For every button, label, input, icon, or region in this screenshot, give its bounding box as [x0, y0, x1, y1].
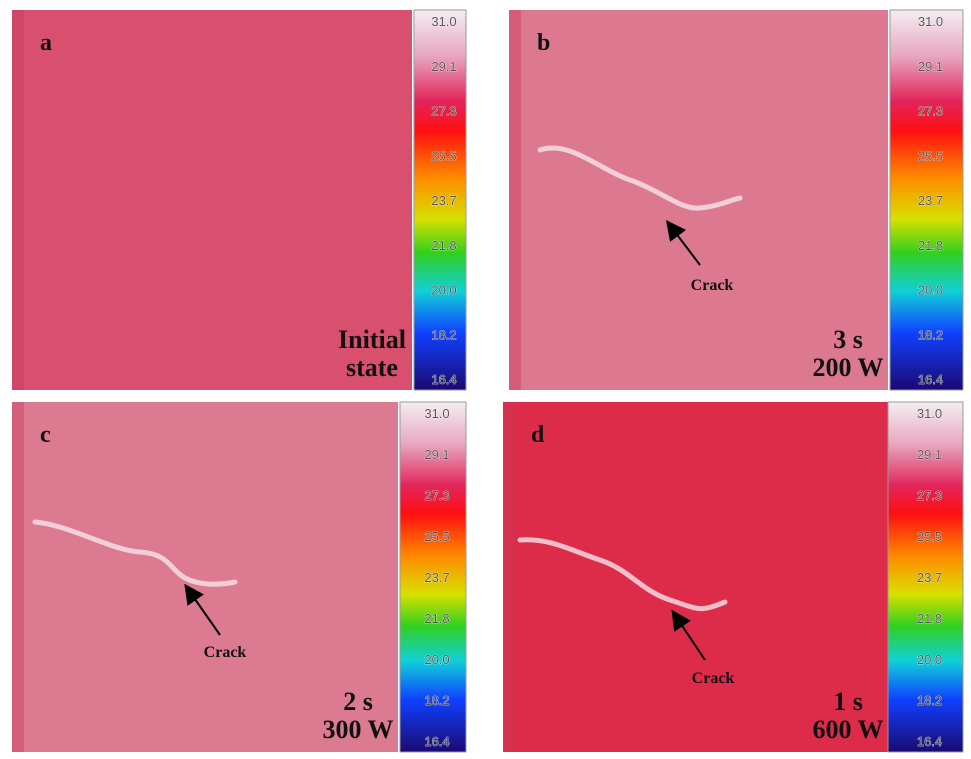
colorbar-label: 31.0	[918, 14, 943, 29]
colorbar-label: 31.0	[431, 14, 456, 29]
colorbar-label: 23.7	[917, 570, 942, 585]
colorbar-label: 23.7	[918, 193, 943, 208]
colorbar-label: 16.4	[917, 734, 942, 749]
colorbar-label: 16.4	[918, 372, 943, 387]
colorbar-label: 29.1	[917, 447, 942, 462]
colorbar-label: 27.3	[431, 104, 456, 119]
image-shade	[503, 402, 515, 752]
colorbar-label: 23.7	[431, 193, 456, 208]
colorbar-label: 25.5	[918, 148, 943, 163]
crack-label: Crack	[691, 277, 734, 294]
colorbar-label: 27.3	[918, 104, 943, 119]
thermal-image	[503, 402, 888, 752]
panel-caption: state	[346, 353, 398, 382]
colorbar-label: 21.8	[431, 238, 456, 253]
colorbar-label: 18.2	[431, 327, 456, 342]
image-shade	[509, 10, 521, 390]
panel-label: a	[40, 30, 52, 56]
crack-label: Crack	[692, 670, 735, 687]
colorbar-label: 25.5	[917, 529, 942, 544]
colorbar-label: 21.8	[918, 238, 943, 253]
panel-caption: 3 s	[833, 325, 863, 354]
panel-caption: 600 W	[812, 715, 883, 744]
colorbar-label: 21.8	[917, 611, 942, 626]
panel-label: b	[537, 30, 550, 56]
colorbar-label: 16.4	[424, 734, 449, 749]
colorbar-label: 18.2	[424, 693, 449, 708]
colorbar-label: 31.0	[424, 406, 449, 421]
crack-label: Crack	[204, 644, 247, 661]
thermal-image	[509, 10, 888, 390]
colorbar-label: 16.4	[431, 372, 456, 387]
panel-caption: Initial	[338, 325, 406, 354]
panel-caption: 2 s	[343, 687, 373, 716]
image-shade	[12, 10, 24, 390]
panel-caption: 300 W	[322, 715, 393, 744]
colorbar-label: 20.0	[424, 652, 449, 667]
figure: a Initialstate 31.0 29.1 27.3 25.5 23.7 21.8 20.…	[0, 0, 971, 759]
colorbar-label: 27.3	[917, 488, 942, 503]
colorbar-label: 18.2	[918, 327, 943, 342]
panel-label: c	[40, 422, 51, 448]
colorbar-label: 23.7	[424, 570, 449, 585]
image-shade	[12, 402, 24, 752]
colorbar-label: 31.0	[917, 406, 942, 421]
colorbar-label: 21.8	[424, 611, 449, 626]
colorbar-label: 20.0	[431, 283, 456, 298]
panel-caption: 1 s	[833, 687, 863, 716]
colorbar-label: 27.3	[424, 488, 449, 503]
colorbar-label: 25.5	[424, 529, 449, 544]
colorbar-label: 29.1	[431, 59, 456, 74]
colorbar-label: 20.0	[918, 283, 943, 298]
colorbar-label: 20.0	[917, 652, 942, 667]
thermal-image	[12, 402, 398, 752]
colorbar-label: 29.1	[424, 447, 449, 462]
colorbar-label: 25.5	[431, 148, 456, 163]
panel-label: d	[531, 422, 545, 448]
panel-caption: 200 W	[812, 353, 883, 382]
colorbar-label: 29.1	[918, 59, 943, 74]
colorbar-label: 18.2	[917, 693, 942, 708]
